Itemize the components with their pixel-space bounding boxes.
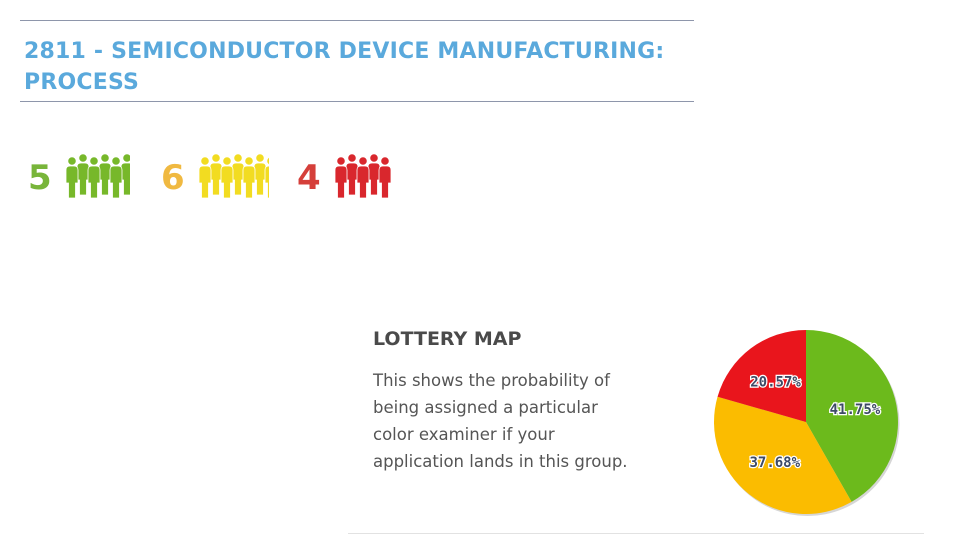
person-body: [76, 162, 90, 196]
person-head: [67, 156, 77, 166]
person-body: [253, 162, 267, 196]
person-body: [109, 165, 123, 199]
pie-slice: [714, 396, 852, 514]
person-body: [87, 165, 101, 199]
red-examiner-count: 4: [297, 158, 321, 198]
person-head: [233, 153, 243, 163]
person-body: [120, 162, 130, 196]
pie-slice: [717, 330, 806, 422]
person-head: [122, 153, 130, 163]
pie-slice: [806, 330, 898, 502]
person-head: [369, 153, 379, 163]
person-body: [209, 162, 223, 196]
person-body: [264, 165, 269, 199]
red-people-icon: [335, 153, 391, 199]
person-body: [199, 165, 212, 199]
person-head: [111, 156, 121, 166]
person-head: [100, 153, 110, 163]
person-head: [255, 153, 265, 163]
person-head: [200, 156, 210, 166]
person-head: [78, 153, 88, 163]
lottery-map-card: LOTTERY MAP This shows the probability o…: [348, 310, 924, 534]
person-head: [266, 156, 269, 166]
person-body: [356, 165, 370, 199]
green-people-icon: [66, 153, 130, 199]
person-head: [89, 156, 99, 166]
person-body: [367, 162, 381, 196]
lottery-map-title: LOTTERY MAP: [373, 328, 522, 350]
examiner-group-yellow: 6: [161, 150, 271, 206]
person-body: [98, 162, 112, 196]
person-body: [345, 162, 359, 196]
examiner-group-green: 5: [28, 150, 133, 206]
lottery-map-description: This shows the probability of being assi…: [373, 371, 628, 471]
examiner-group-red: 4: [297, 150, 395, 206]
person-body: [66, 165, 79, 199]
person-body: [242, 165, 256, 199]
pie-slice-label: 37.68%: [749, 455, 800, 471]
person-body: [231, 162, 245, 196]
art-unit-title: 2811 - SEMICONDUCTOR DEVICE MANUFACTURIN…: [24, 39, 665, 95]
person-body: [220, 165, 234, 199]
green-examiner-count: 5: [28, 158, 52, 198]
lottery-pie-chart: 41.75% 37.68% 20.57%: [714, 330, 900, 516]
person-head: [244, 156, 254, 166]
person-head: [336, 156, 346, 166]
pie-slice-label: 20.57%: [750, 375, 801, 391]
yellow-examiner-count: 6: [161, 158, 185, 198]
person-body: [378, 165, 391, 199]
person-body: [335, 165, 348, 199]
person-head: [380, 156, 390, 166]
person-head: [358, 156, 368, 166]
pie-slice-label: 41.75%: [830, 402, 881, 418]
person-head: [347, 153, 357, 163]
person-head: [222, 156, 232, 166]
person-head: [211, 153, 221, 163]
section-heading: 2811 - SEMICONDUCTOR DEVICE MANUFACTURIN…: [20, 20, 694, 102]
yellow-people-icon: [199, 153, 269, 199]
